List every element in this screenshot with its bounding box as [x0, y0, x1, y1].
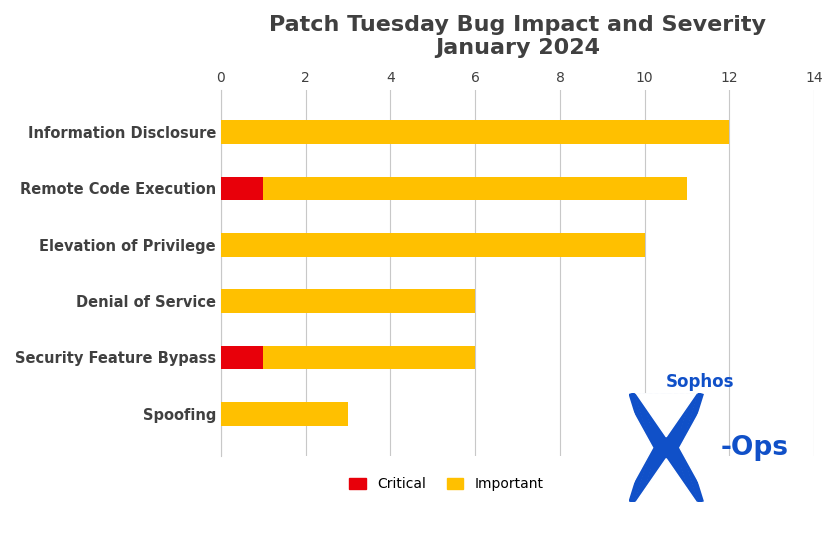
Bar	[221, 233, 644, 257]
Bar	[221, 176, 263, 200]
Polygon shape	[628, 404, 653, 491]
Bar	[221, 402, 348, 425]
Polygon shape	[680, 404, 704, 491]
Text: -Ops: -Ops	[721, 435, 789, 461]
Legend: Critical, Important: Critical, Important	[344, 472, 549, 497]
Bar	[221, 289, 475, 313]
Bar	[263, 346, 475, 369]
Polygon shape	[636, 459, 696, 502]
Bar	[263, 176, 687, 200]
Text: X: X	[644, 436, 664, 462]
Title: Patch Tuesday Bug Impact and Severity
January 2024: Patch Tuesday Bug Impact and Severity Ja…	[269, 15, 766, 58]
Text: Sophos: Sophos	[666, 373, 735, 391]
Polygon shape	[636, 393, 696, 437]
Bar	[221, 346, 263, 369]
Bar	[221, 120, 729, 144]
